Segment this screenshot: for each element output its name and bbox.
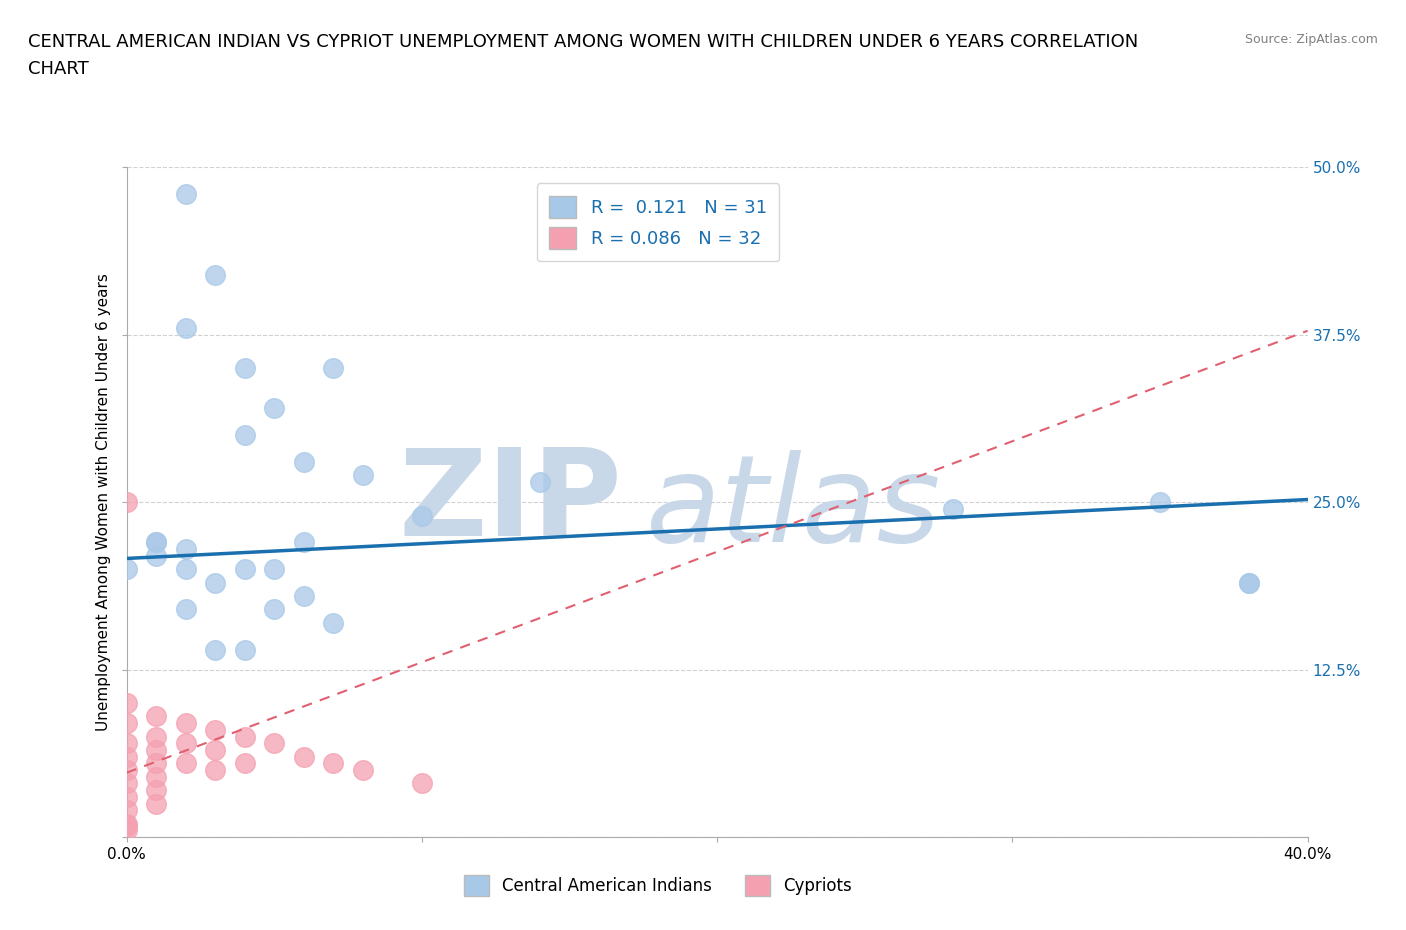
Point — [942, 501, 965, 516]
Point — [233, 428, 256, 443]
Legend: Central American Indians, Cypriots: Central American Indians, Cypriots — [457, 869, 859, 902]
Point — [115, 818, 138, 833]
Text: CHART: CHART — [28, 60, 89, 78]
Point — [115, 823, 138, 838]
Point — [115, 736, 138, 751]
Point — [529, 474, 551, 489]
Point — [233, 562, 256, 577]
Point — [1237, 575, 1260, 590]
Point — [204, 742, 226, 757]
Point — [204, 642, 226, 657]
Point — [115, 495, 138, 510]
Point — [233, 361, 256, 376]
Point — [174, 716, 197, 731]
Point — [204, 763, 226, 777]
Point — [115, 696, 138, 711]
Point — [1237, 575, 1260, 590]
Point — [115, 562, 138, 577]
Point — [233, 756, 256, 771]
Point — [411, 508, 433, 523]
Point — [1149, 495, 1171, 510]
Point — [145, 756, 167, 771]
Point — [145, 796, 167, 811]
Point — [233, 729, 256, 744]
Point — [115, 716, 138, 731]
Text: atlas: atlas — [647, 450, 942, 567]
Point — [204, 267, 226, 282]
Text: ZIP: ZIP — [399, 444, 623, 561]
Point — [174, 602, 197, 617]
Y-axis label: Unemployment Among Women with Children Under 6 years: Unemployment Among Women with Children U… — [96, 273, 111, 731]
Point — [352, 763, 374, 777]
Point — [115, 750, 138, 764]
Point — [145, 549, 167, 564]
Point — [115, 763, 138, 777]
Point — [174, 541, 197, 556]
Point — [263, 736, 285, 751]
Point — [322, 361, 344, 376]
Point — [292, 535, 315, 550]
Point — [292, 589, 315, 604]
Point — [145, 729, 167, 744]
Text: CENTRAL AMERICAN INDIAN VS CYPRIOT UNEMPLOYMENT AMONG WOMEN WITH CHILDREN UNDER : CENTRAL AMERICAN INDIAN VS CYPRIOT UNEMP… — [28, 33, 1139, 50]
Text: Source: ZipAtlas.com: Source: ZipAtlas.com — [1244, 33, 1378, 46]
Point — [292, 750, 315, 764]
Point — [174, 736, 197, 751]
Point — [145, 769, 167, 784]
Point — [145, 783, 167, 798]
Point — [174, 321, 197, 336]
Point — [204, 723, 226, 737]
Point — [322, 756, 344, 771]
Point — [174, 756, 197, 771]
Point — [174, 187, 197, 202]
Point — [115, 776, 138, 790]
Point — [145, 742, 167, 757]
Point — [263, 562, 285, 577]
Point — [411, 776, 433, 790]
Point — [263, 401, 285, 416]
Point — [145, 535, 167, 550]
Point — [115, 790, 138, 804]
Point — [204, 575, 226, 590]
Point — [174, 562, 197, 577]
Point — [145, 535, 167, 550]
Point — [233, 642, 256, 657]
Point — [352, 468, 374, 483]
Point — [292, 455, 315, 470]
Point — [322, 616, 344, 631]
Point — [263, 602, 285, 617]
Point — [115, 817, 138, 831]
Point — [115, 803, 138, 817]
Point — [145, 709, 167, 724]
